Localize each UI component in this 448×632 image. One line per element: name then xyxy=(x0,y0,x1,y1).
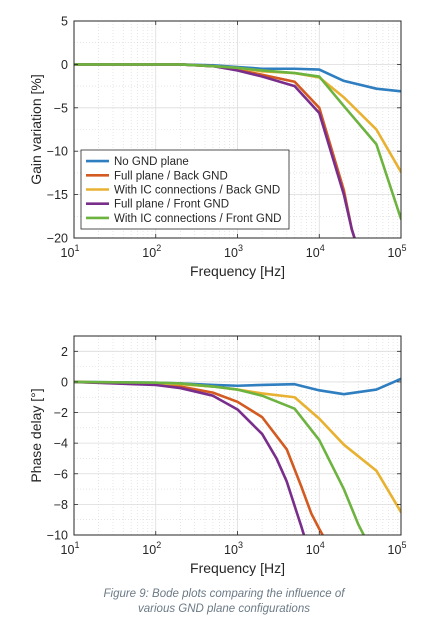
y-tick-label: 2 xyxy=(61,345,68,359)
y-tick-label: −10 xyxy=(47,145,68,159)
caption-line-2: various GND plane configurations xyxy=(138,603,310,615)
y-tick-label: −6 xyxy=(54,467,68,481)
legend-label: Full plane / Front GND xyxy=(114,199,229,211)
y-tick-label: 0 xyxy=(61,58,68,72)
y-tick-label: −8 xyxy=(54,498,68,512)
x-tick-label: 104 xyxy=(306,540,325,557)
y-tick-label: 0 xyxy=(61,375,68,389)
series-group xyxy=(74,377,401,535)
y-tick-label: −15 xyxy=(47,188,68,202)
y-tick-label: −4 xyxy=(54,437,68,451)
x-tick-label: 105 xyxy=(388,540,407,557)
legend: No GND plane Full plane / Back GND With IC… xyxy=(80,149,290,230)
y-axis-label: Phase delay [°] xyxy=(28,388,44,482)
y-tick-label: −5 xyxy=(54,101,68,115)
x-tick-label: 102 xyxy=(142,540,161,557)
x-tick-label: 101 xyxy=(61,243,80,260)
x-tick-label: 101 xyxy=(61,540,80,557)
x-tick-label: 105 xyxy=(388,243,407,260)
figure-caption: Figure 9: Bode plots comparing the influ… xyxy=(0,587,448,617)
series-line xyxy=(74,380,306,535)
x-tick-label: 103 xyxy=(224,243,243,260)
x-tick-label: 103 xyxy=(224,540,243,557)
y-axis-label: Gain variation [%] xyxy=(28,74,44,185)
tick-marks xyxy=(73,20,402,239)
x-tick-label: 102 xyxy=(142,243,161,260)
x-axis-label: Frequency [Hz] xyxy=(190,560,285,576)
legend-label: With IC connections / Back GND xyxy=(114,185,280,197)
series-line xyxy=(74,380,366,535)
legend-label: No GND plane xyxy=(114,156,189,168)
y-tick-label: −20 xyxy=(47,232,68,246)
y-tick-label: 5 xyxy=(61,15,68,29)
tick-marks xyxy=(73,336,402,536)
y-tick-label: −10 xyxy=(47,529,68,543)
series-group xyxy=(74,63,401,238)
legend-label: With IC connections / Front GND xyxy=(114,213,281,225)
legend-label: Full plane / Back GND xyxy=(114,170,228,182)
x-tick-label: 104 xyxy=(306,243,325,260)
x-axis-label: Frequency [Hz] xyxy=(190,263,285,279)
y-tick-label: −2 xyxy=(54,406,68,420)
legend-box xyxy=(80,149,290,230)
caption-line-1: Figure 9: Bode plots comparing the influ… xyxy=(103,588,345,600)
series-line xyxy=(74,63,401,221)
